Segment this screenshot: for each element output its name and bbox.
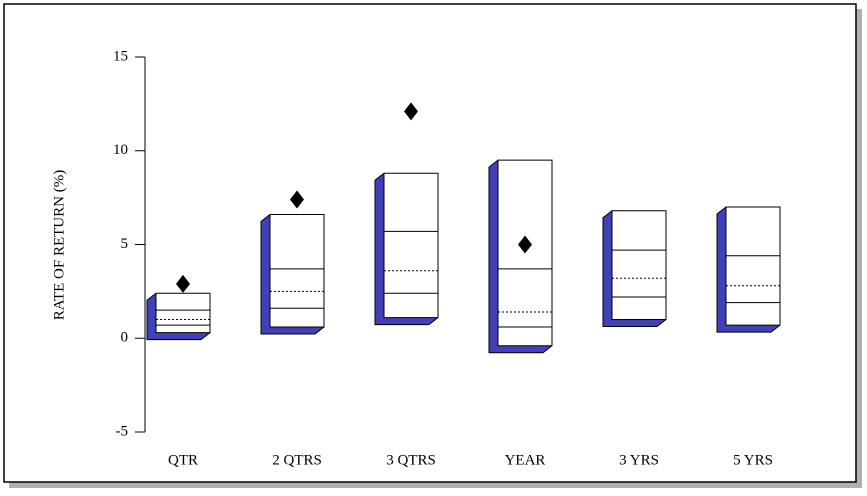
x-tick-label: QTR	[168, 452, 198, 468]
y-axis-label: RATE OF RETURN (%)	[51, 170, 67, 320]
x-tick-label: 3 YRS	[619, 452, 659, 468]
y-tick-label: 15	[113, 48, 128, 64]
box	[725, 206, 781, 326]
x-tick-label: YEAR	[505, 452, 546, 468]
y-tick-label: 10	[113, 142, 128, 158]
y-tick-label: -5	[116, 423, 129, 439]
box	[269, 214, 325, 328]
y-tick-label: 0	[121, 330, 129, 346]
x-tick-label: 2 QTRS	[272, 452, 322, 468]
y-tick-label: 5	[121, 236, 129, 252]
point-marker	[290, 190, 304, 209]
point-marker	[404, 102, 418, 121]
x-tick-label: 5 YRS	[733, 452, 773, 468]
box	[383, 172, 439, 319]
box	[611, 210, 667, 320]
x-tick-label: 3 QTRS	[386, 452, 436, 468]
point-marker	[518, 235, 532, 254]
box	[155, 292, 211, 334]
point-marker	[176, 274, 190, 293]
